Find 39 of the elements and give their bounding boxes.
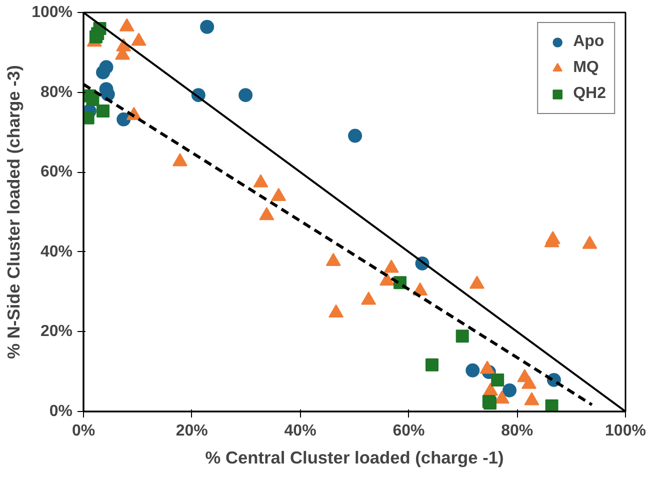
y-tick-label: 80% (40, 84, 73, 101)
x-tick-label: 100% (605, 422, 646, 440)
point (96, 65, 110, 80)
point (200, 20, 214, 34)
x-tick-label: 20% (176, 422, 208, 440)
point (384, 260, 399, 273)
y-axis-title: % N-Side Cluster loaded (charge -3) (4, 65, 24, 359)
point (238, 88, 253, 102)
point (271, 188, 286, 201)
y-tick-label: 40% (40, 243, 73, 260)
point (480, 360, 495, 374)
point (96, 104, 110, 118)
point (524, 392, 540, 406)
y-tick-label: 0% (49, 403, 72, 420)
x-tick-label: 40% (284, 422, 316, 440)
point (361, 292, 376, 305)
y-tick-label: 20% (40, 323, 73, 340)
x-tick-label: 60% (392, 422, 425, 440)
x-tick-label: 0% (72, 422, 96, 440)
point (328, 304, 344, 318)
point (582, 236, 598, 249)
point (469, 276, 484, 289)
point (380, 272, 395, 286)
point (116, 112, 131, 126)
point (253, 174, 268, 188)
y-tick-label: 100% (32, 4, 72, 21)
point (522, 376, 537, 389)
x-axis-title: % Central Cluster loaded (charge -1) (205, 448, 504, 468)
point (326, 252, 341, 266)
point (348, 128, 362, 143)
x-tick-label: 80% (501, 422, 534, 440)
point (89, 30, 102, 44)
point (259, 207, 274, 220)
point (172, 153, 188, 166)
legend-label: QH2 (573, 85, 606, 103)
legend-label: Apo (573, 33, 604, 51)
legend-label: MQ (573, 59, 599, 77)
y-tick-label: 60% (40, 164, 73, 181)
point (86, 92, 100, 106)
